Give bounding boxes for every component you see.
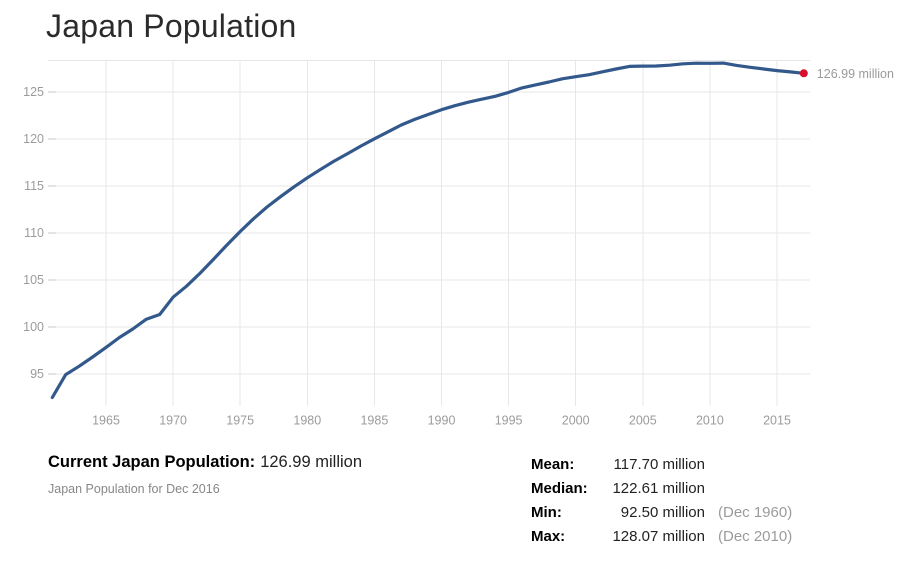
min-label: Min: xyxy=(531,503,562,521)
median-value: 122.61 million xyxy=(612,479,705,497)
stat-row-mean: Mean: 117.70 million xyxy=(531,452,792,476)
y-tick-label: 110 xyxy=(24,226,44,240)
stat-row-median: Median: 122.61 million xyxy=(531,476,792,500)
stat-row-max: Max: 128.07 million (Dec 2010) xyxy=(531,524,792,548)
y-tick-label: 125 xyxy=(23,85,44,99)
max-label: Max: xyxy=(531,527,566,545)
y-tick-label: 105 xyxy=(23,273,44,287)
max-value: 128.07 million xyxy=(612,527,705,545)
x-tick-label: 2015 xyxy=(763,414,791,428)
x-tick-label: 2005 xyxy=(629,414,657,428)
x-tick-label: 1980 xyxy=(293,414,321,428)
x-tick-label: 1985 xyxy=(360,414,388,428)
current-population-label: Current Japan Population: xyxy=(48,453,256,471)
min-value: 92.50 million xyxy=(620,503,705,521)
current-population-line: Current Japan Population: 126.99 million xyxy=(48,453,362,472)
x-tick-label: 1990 xyxy=(428,414,456,428)
current-population-block: Current Japan Population: 126.99 million … xyxy=(48,453,362,496)
x-tick-label: 1970 xyxy=(159,414,187,428)
page-title: Japan Population xyxy=(46,8,297,44)
y-tick-label: 120 xyxy=(23,132,44,146)
current-population-subtitle: Japan Population for Dec 2016 xyxy=(48,482,220,496)
max-note: (Dec 2010) xyxy=(718,527,793,545)
stat-row-min: Min: 92.50 million (Dec 1960) xyxy=(531,500,792,524)
y-tick-label: 115 xyxy=(24,179,44,193)
mean-value: 117.70 million xyxy=(613,455,705,473)
y-tick-label: 100 xyxy=(23,320,44,334)
y-tick-label: 95 xyxy=(30,367,44,381)
stats-block: Mean: 117.70 million Median: 122.61 mill… xyxy=(531,452,792,548)
x-tick-label: 1965 xyxy=(92,414,120,428)
population-chart[interactable]: 1965 1970 1975 1980 1985 1990 1995 2000 2005 2010… xyxy=(0,0,899,442)
population-line[interactable] xyxy=(50,61,806,400)
median-label: Median: xyxy=(531,479,588,497)
mean-label: Mean: xyxy=(531,455,575,473)
x-tick-label: 1975 xyxy=(226,414,254,428)
x-tick-label: 1995 xyxy=(495,414,523,428)
current-population-value: 126.99 million xyxy=(260,453,362,471)
current-value-annotation: 126.99 million xyxy=(817,67,894,81)
current-value-marker[interactable] xyxy=(799,69,808,78)
x-tick-label: 2010 xyxy=(696,414,724,428)
x-tick-label: 2000 xyxy=(562,414,590,428)
min-note: (Dec 1960) xyxy=(718,503,793,521)
